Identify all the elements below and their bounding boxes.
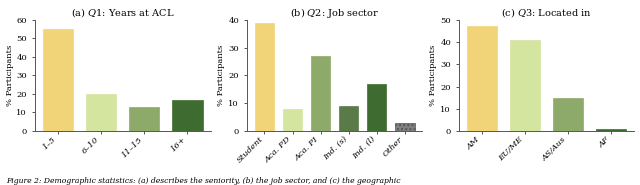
Bar	[172, 100, 203, 131]
Bar	[86, 94, 116, 131]
Title: (a) $\mathit{Q1}$: Years at ACL: (a) $\mathit{Q1}$: Years at ACL	[71, 6, 175, 19]
Bar	[467, 26, 497, 131]
Y-axis label: % Participants: % Participants	[6, 45, 13, 106]
Bar	[339, 106, 358, 131]
Bar	[311, 56, 330, 131]
Bar	[367, 84, 387, 131]
Bar	[43, 29, 73, 131]
Bar	[129, 107, 159, 131]
Bar	[255, 23, 275, 131]
Bar	[510, 40, 540, 131]
Bar	[553, 98, 583, 131]
Title: (c) $\mathit{Q3}$: Located in: (c) $\mathit{Q3}$: Located in	[501, 6, 592, 19]
Bar	[395, 123, 415, 131]
Text: Figure 2: Demographic statistics: (a) describes the seniority, (b) the job secto: Figure 2: Demographic statistics: (a) de…	[6, 177, 401, 185]
Y-axis label: % Participants: % Participants	[218, 45, 225, 106]
Title: (b) $\mathit{Q2}$: Job sector: (b) $\mathit{Q2}$: Job sector	[290, 6, 380, 20]
Bar	[596, 129, 627, 131]
Bar	[283, 109, 302, 131]
Y-axis label: % Participants: % Participants	[429, 45, 438, 106]
